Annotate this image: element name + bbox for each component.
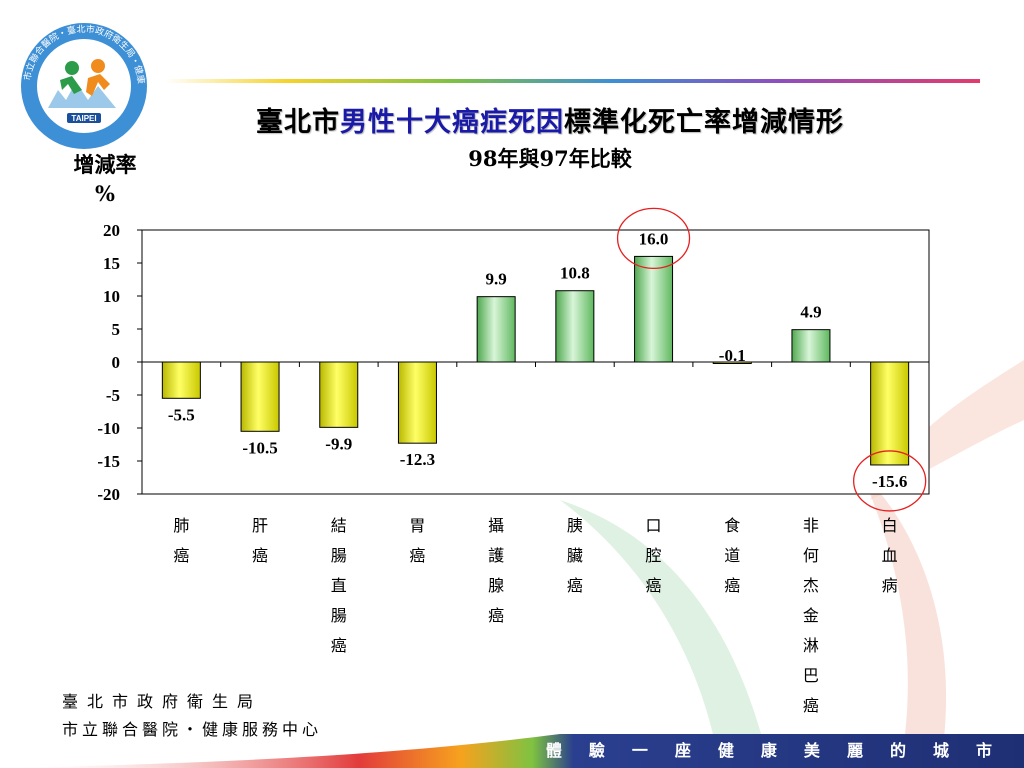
data-label: 4.9 (800, 303, 821, 322)
page-subtitle: 98年與97年比較 (468, 146, 632, 171)
y-tick-label: -15 (97, 452, 120, 471)
decorative-rainbow-line (165, 79, 980, 83)
title-highlight: 男性十大癌症死因 (340, 107, 564, 138)
x-tick-label: 口腔癌 (645, 516, 662, 595)
x-tick-label: 食道癌 (724, 516, 741, 595)
data-label: -15.6 (872, 472, 907, 491)
x-tick-label: 肝癌 (252, 516, 269, 565)
bar (712, 361, 752, 364)
y-tick-label: -20 (97, 485, 120, 504)
slogan-char: 康 (760, 741, 777, 760)
y-tick-label: -10 (97, 419, 120, 438)
slogan-char: 一 (631, 741, 648, 760)
y-tick-label: 10 (103, 287, 120, 306)
data-label: -12.3 (400, 450, 435, 469)
x-tick-label: 攝護腺癌 (488, 516, 505, 625)
slogan-char: 美 (803, 741, 820, 760)
data-label: -10.5 (242, 438, 277, 457)
footer-line1: 臺北市政府衛生局 (62, 692, 263, 711)
y-tick-label: -5 (106, 386, 120, 405)
data-label: 10.8 (560, 264, 590, 283)
data-label: -5.5 (168, 405, 195, 424)
data-label: 9.9 (486, 270, 507, 289)
bar (319, 361, 359, 428)
data-label: -9.9 (325, 434, 352, 453)
bar (791, 329, 831, 363)
slogan-char: 健 (717, 741, 734, 760)
data-label: 16.0 (639, 229, 669, 248)
y-tick-label: 5 (112, 320, 121, 339)
bar (634, 255, 674, 363)
slogan-char: 城 (932, 741, 949, 760)
x-tick-label: 非何杰金淋巴癌 (802, 516, 819, 715)
bar (397, 361, 437, 444)
bar (870, 361, 910, 466)
y-axis-label: 增減率 % (60, 150, 150, 208)
x-tick-label: 白血病 (881, 516, 898, 595)
slogan-char: 麗 (846, 741, 863, 760)
y-tick-label: 15 (103, 254, 120, 273)
x-tick-label: 胃癌 (409, 516, 426, 565)
y-axis-label-line1: 增減率 (73, 152, 137, 177)
bar (476, 296, 516, 363)
page-title: 臺北市男性十大癌症死因標準化死亡率增減情形 (256, 107, 844, 138)
bar (555, 290, 595, 363)
data-label: -0.1 (719, 346, 746, 365)
x-tick-label: 結腸直腸癌 (330, 516, 347, 655)
highlight-circle (853, 450, 927, 512)
footer-line2: 市立聯合醫院・健康服務中心 (62, 720, 323, 739)
bar (240, 361, 280, 432)
taipei-health-logo: TAIPEI 市立聯合醫院・臺北市政府衛生局・健康服務中心 (18, 20, 147, 149)
x-tick-label: 肺癌 (173, 516, 190, 565)
bottom-banner (0, 734, 1024, 768)
slogan-char: 體 (545, 741, 562, 760)
y-tick-label: 20 (103, 221, 120, 240)
slogan-char: 座 (674, 741, 691, 760)
highlight-circle (616, 207, 691, 270)
y-axis-label-line2: % (95, 181, 115, 206)
slogan-char: 市 (975, 741, 992, 760)
slogan-char: 的 (889, 741, 906, 760)
logo-center-text: TAIPEI (71, 114, 96, 123)
footer-organization: 臺北市政府衛生局 市立聯合醫院・健康服務中心 (62, 688, 322, 744)
slogan: 體驗一座健康美麗的城市 (546, 737, 992, 761)
y-tick-label: 0 (112, 353, 121, 372)
x-tick-label: 胰臟癌 (566, 516, 583, 595)
slogan-char: 驗 (588, 741, 605, 760)
bar (161, 361, 201, 399)
